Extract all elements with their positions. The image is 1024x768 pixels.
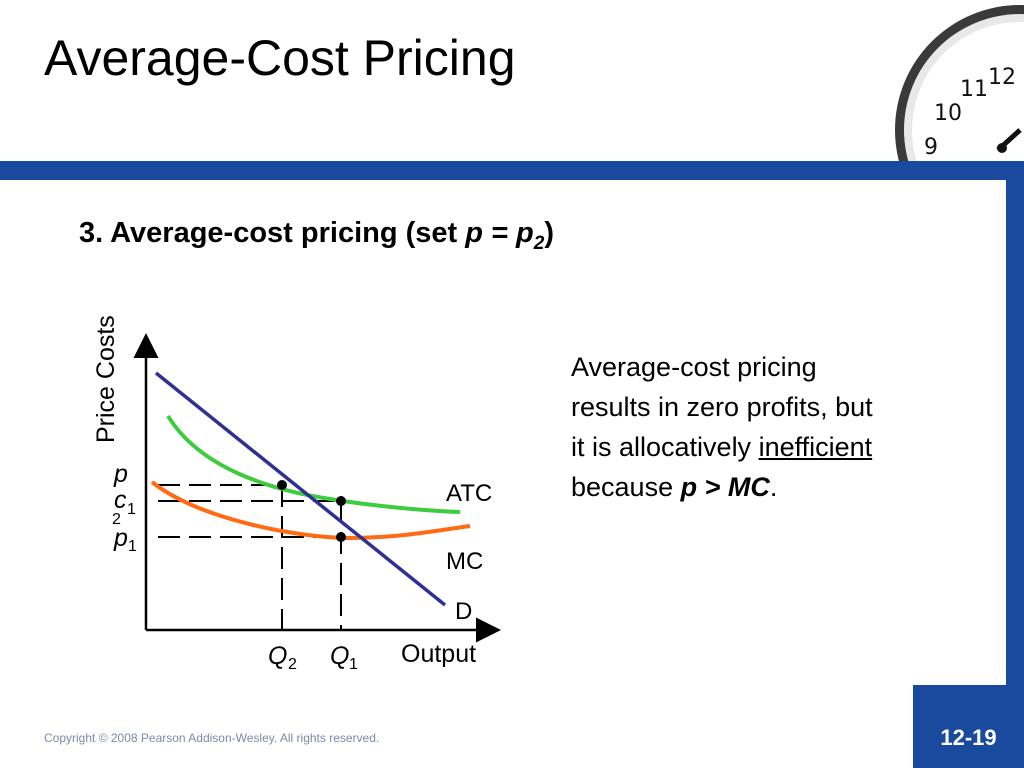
svg-text:10: 10: [934, 101, 962, 126]
point-atc-q1: [336, 496, 346, 506]
y-tick-p1-sub: 1: [128, 538, 137, 555]
explanation-line-4: because p > MC.: [571, 467, 971, 507]
copyright-notice: Copyright © 2008 Pearson Addison-Wesley.…: [44, 731, 380, 745]
y-tick-c: c: [114, 486, 127, 514]
y-tick-p1: p: [113, 524, 128, 552]
explanation-expr: p > MC: [680, 472, 770, 502]
x-tick-q2: Q: [268, 642, 287, 670]
subtitle-equals: =: [482, 217, 517, 249]
slide-number: 12-19: [940, 725, 997, 750]
subtitle-var-p: p: [465, 217, 483, 249]
explanation-emphasis: inefficient: [758, 432, 873, 462]
explanation-line-1: Average-cost pricing: [571, 352, 817, 382]
slide-subtitle: 3. Average-cost pricing (set p = p2): [79, 214, 554, 263]
side-band: [1006, 161, 1024, 685]
y-axis-label: Price Costs: [92, 315, 120, 443]
y-tick-p-sub-2: 2: [112, 511, 121, 528]
explanation-line-3: it is allocatively inefficient: [571, 427, 971, 467]
mc-label: MC: [446, 548, 483, 575]
atc-curve: [166, 414, 461, 514]
explanation-line-4-suffix: .: [769, 472, 778, 502]
svg-text:12: 12: [988, 65, 1016, 90]
x-tick-q2-sub: 2: [288, 656, 297, 673]
x-tick-q1: Q: [330, 642, 349, 670]
svg-text:9: 9: [924, 135, 938, 160]
subtitle-var-p2: p: [516, 217, 534, 249]
point-average-cost: [277, 480, 287, 490]
y-tick-c-sub: 1: [127, 501, 136, 518]
explanation-text: Average-cost pricing results in zero pro…: [571, 347, 971, 507]
y-tick-p: p: [113, 460, 128, 488]
demand-label: D: [455, 598, 472, 625]
subtitle-prefix: 3. Average-cost pricing (set: [79, 217, 466, 249]
explanation-line-2: results in zero profits, but: [571, 392, 873, 422]
clock-image: 12 11 10 9: [895, 5, 1024, 164]
x-tick-q1-sub: 1: [349, 656, 358, 673]
subtitle-suffix: ): [544, 217, 554, 249]
header-band: [0, 161, 1024, 180]
slide-title: Average-Cost Pricing: [44, 30, 516, 86]
subtitle-sub-2: 2: [533, 232, 545, 254]
x-axis-label: Output: [401, 640, 476, 668]
slide-number-box: 12-19: [913, 685, 1024, 768]
explanation-line-4-prefix: because: [571, 472, 681, 502]
svg-text:11: 11: [960, 77, 988, 102]
point-marginal-cost: [336, 532, 346, 542]
atc-label: ATC: [446, 480, 492, 507]
explanation-line-3-prefix: it is allocatively: [571, 432, 759, 462]
demand-curve: [154, 371, 447, 607]
